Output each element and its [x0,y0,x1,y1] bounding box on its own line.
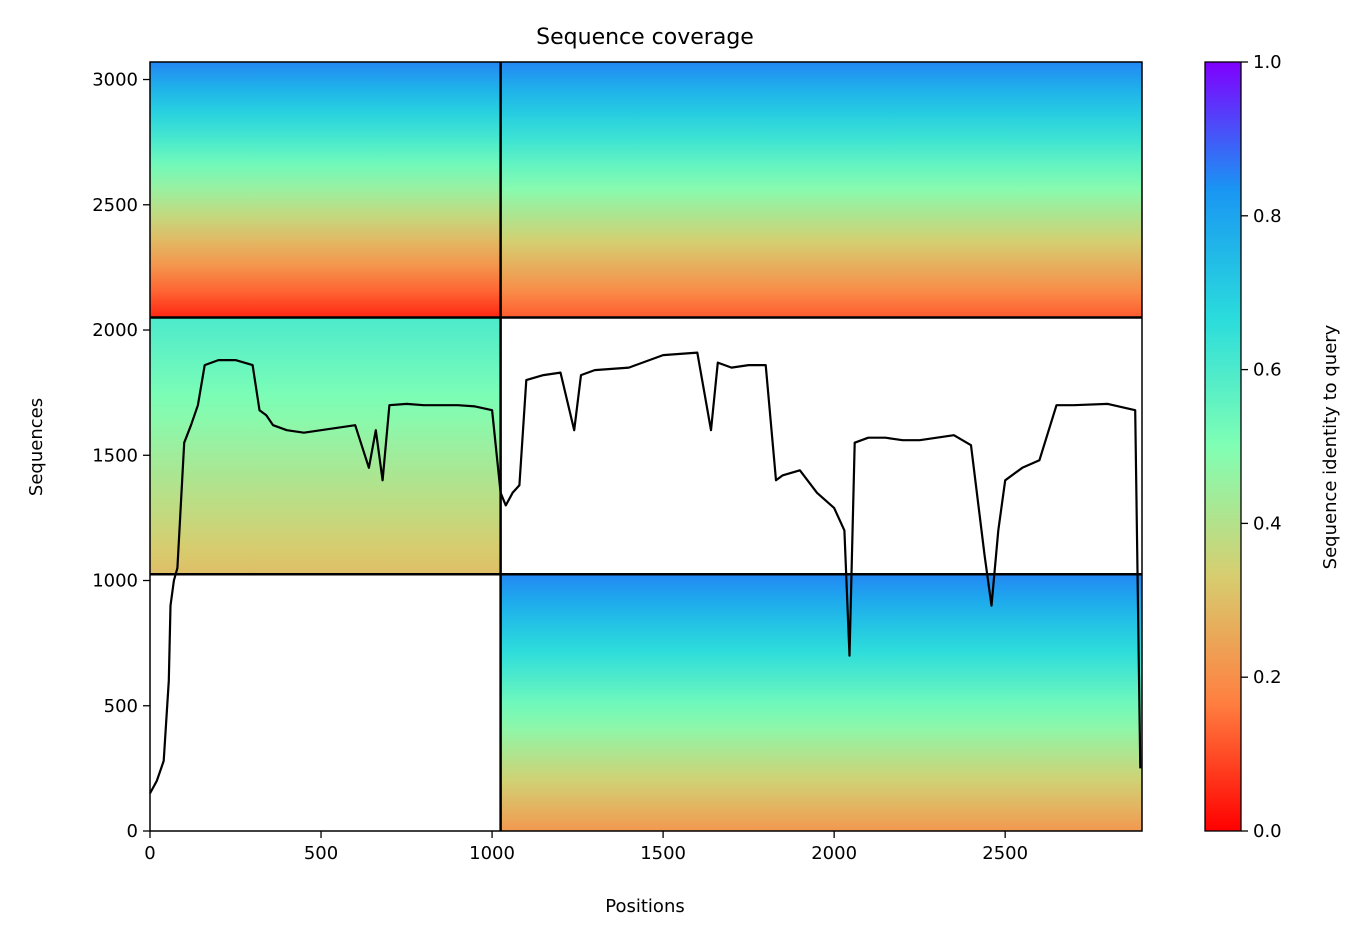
x-tick-label: 2000 [811,843,857,864]
coverage-block [150,317,501,575]
coverage-block [150,62,501,318]
x-tick-label: 0 [144,843,155,864]
coverage-block [500,62,1142,318]
x-tick-label: 500 [304,843,338,864]
y-tick-label: 3000 [92,70,138,91]
y-tick-label: 2500 [92,195,138,216]
y-tick-label: 500 [104,696,138,717]
x-tick-label: 2500 [982,843,1028,864]
plot-frame [149,61,1143,832]
colorbar-tick-label: 0.0 [1253,821,1282,842]
colorbar-label: Sequence identity to query [1320,324,1341,569]
y-tick-label: 1000 [92,571,138,592]
colorbar-tick-label: 1.0 [1253,52,1282,73]
x-axis-label: Positions [605,896,684,917]
plot-area [149,61,1143,832]
coverage-line [149,351,1142,794]
x-tick-label: 1500 [640,843,686,864]
chart-title: Sequence coverage [536,25,754,50]
x-tick-label: 1000 [469,843,515,864]
colorbar-tick-label: 0.2 [1253,667,1282,688]
colorbar-scale [1204,61,1242,832]
coverage-block [500,574,1142,831]
colorbar-tick-label: 0.8 [1253,206,1282,227]
colorbar-tick-label: 0.4 [1253,513,1282,534]
colorbar: 0.0 0.2 0.4 0.6 0.8 1.0 [1204,52,1282,842]
colorbar-tick-label: 0.6 [1253,360,1282,381]
y-tick-label: 2000 [92,320,138,341]
y-tick-label: 0 [127,821,138,842]
y-axis-label: Sequences [26,398,47,496]
y-axis: 0 500 1000 1500 2000 2500 3000 [92,70,150,842]
y-tick-label: 1500 [92,445,138,466]
x-axis: 0 500 1000 1500 2000 2500 [144,831,1028,864]
